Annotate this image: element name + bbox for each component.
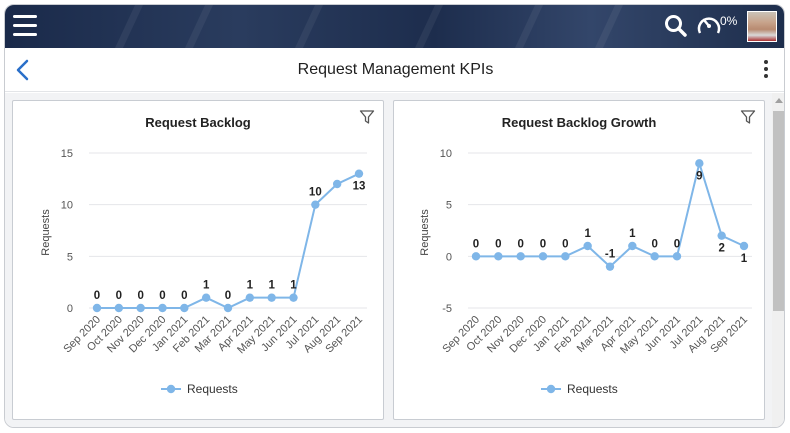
data-label: 0 xyxy=(674,238,680,250)
data-label: 9 xyxy=(696,170,702,182)
data-point xyxy=(201,293,211,302)
data-point xyxy=(717,231,726,240)
y-tick-label: 0 xyxy=(446,251,452,263)
app-window: 0% Request Management KPIs 0 5 10 15 Request… xyxy=(4,4,785,428)
data-label: 1 xyxy=(584,228,591,240)
data-label: 13 xyxy=(353,181,366,193)
data-point xyxy=(471,252,481,261)
data-label: 0 xyxy=(159,290,165,302)
data-point xyxy=(289,293,298,302)
data-point xyxy=(92,303,102,313)
data-label: 0 xyxy=(517,238,523,250)
hamburger-menu-icon[interactable] xyxy=(13,15,37,37)
y-tick-label: -5 xyxy=(442,303,452,315)
chevron-left-icon[interactable] xyxy=(13,58,33,82)
legend-marker xyxy=(546,384,556,394)
data-label: 10 xyxy=(309,187,322,199)
y-tick-label: 10 xyxy=(440,148,452,160)
data-point xyxy=(267,293,276,302)
data-label: 1 xyxy=(247,280,254,292)
data-label: 1 xyxy=(268,280,275,292)
avatar[interactable] xyxy=(747,11,777,42)
data-label: 1 xyxy=(290,280,297,292)
data-label: 0 xyxy=(137,290,143,302)
data-label: 0 xyxy=(562,238,568,250)
scroll-up-arrow-icon[interactable] xyxy=(775,98,783,103)
data-point xyxy=(516,252,525,261)
data-label: 0 xyxy=(94,290,100,302)
data-point xyxy=(332,179,342,189)
data-point xyxy=(605,262,615,271)
chart-title: Request Backlog xyxy=(145,115,251,130)
data-point xyxy=(695,159,704,168)
data-point xyxy=(739,241,749,251)
y-tick-label: 15 xyxy=(61,148,73,160)
data-label: 2 xyxy=(718,243,724,255)
y-tick-label: 0 xyxy=(67,303,73,315)
data-point xyxy=(583,241,592,251)
data-point xyxy=(223,303,233,313)
scrollbar-thumb[interactable] xyxy=(773,111,784,311)
data-point xyxy=(245,293,255,302)
search-icon[interactable] xyxy=(663,13,689,39)
data-label: 1 xyxy=(203,280,210,292)
data-point xyxy=(158,303,167,313)
filter-icon[interactable] xyxy=(359,109,375,125)
data-point xyxy=(628,241,637,251)
data-label: 0 xyxy=(116,290,122,302)
y-tick-label: 5 xyxy=(67,251,73,263)
data-label: 1 xyxy=(629,228,636,240)
y-tick-label: 5 xyxy=(446,200,452,212)
y-axis-label: Requests xyxy=(40,209,52,256)
y-tick-label: 10 xyxy=(61,200,73,212)
data-point xyxy=(561,252,570,261)
page-title: Request Management KPIs xyxy=(297,61,494,78)
data-point xyxy=(354,169,364,178)
data-point xyxy=(311,200,320,209)
data-point xyxy=(114,303,124,313)
data-point xyxy=(672,252,682,261)
data-label: 0 xyxy=(540,238,546,250)
data-label: 1 xyxy=(741,253,748,265)
data-label: -1 xyxy=(605,249,616,261)
dashboard-content: 0 5 10 15 Requests Sep 2020 Oct 2020 Nov 2020 De… xyxy=(5,93,784,427)
data-point xyxy=(180,303,189,313)
data-label: 0 xyxy=(181,290,187,302)
gauge-icon[interactable] xyxy=(695,12,723,40)
data-point xyxy=(494,252,503,261)
data-label: 0 xyxy=(651,238,657,250)
legend-label: Requests xyxy=(187,382,238,396)
legend-label: Requests xyxy=(567,382,618,396)
vertical-scrollbar[interactable] xyxy=(772,93,784,427)
more-vertical-icon[interactable] xyxy=(761,60,771,80)
legend-marker xyxy=(166,384,176,394)
data-label: 0 xyxy=(473,238,479,250)
data-label: 0 xyxy=(225,290,231,302)
chart-title: Request Backlog Growth xyxy=(501,115,657,130)
data-point xyxy=(650,252,659,261)
data-point xyxy=(538,252,548,261)
data-label: 0 xyxy=(495,238,501,250)
top-navigation-bar: 0% xyxy=(5,5,784,48)
y-axis-label: Requests xyxy=(419,209,431,256)
page-header: Request Management KPIs xyxy=(5,48,784,92)
filter-icon[interactable] xyxy=(740,109,756,125)
data-point xyxy=(136,303,145,313)
gauge-percent-label: 0% xyxy=(720,14,738,28)
kpi-card-request-backlog-growth: -5 0 5 10 Requests Sep 2020 Oct 2020 Nov 2020 De… xyxy=(393,100,765,420)
kpi-card-request-backlog: 0 5 10 15 Requests Sep 2020 Oct 2020 Nov 2020 De… xyxy=(12,100,384,420)
